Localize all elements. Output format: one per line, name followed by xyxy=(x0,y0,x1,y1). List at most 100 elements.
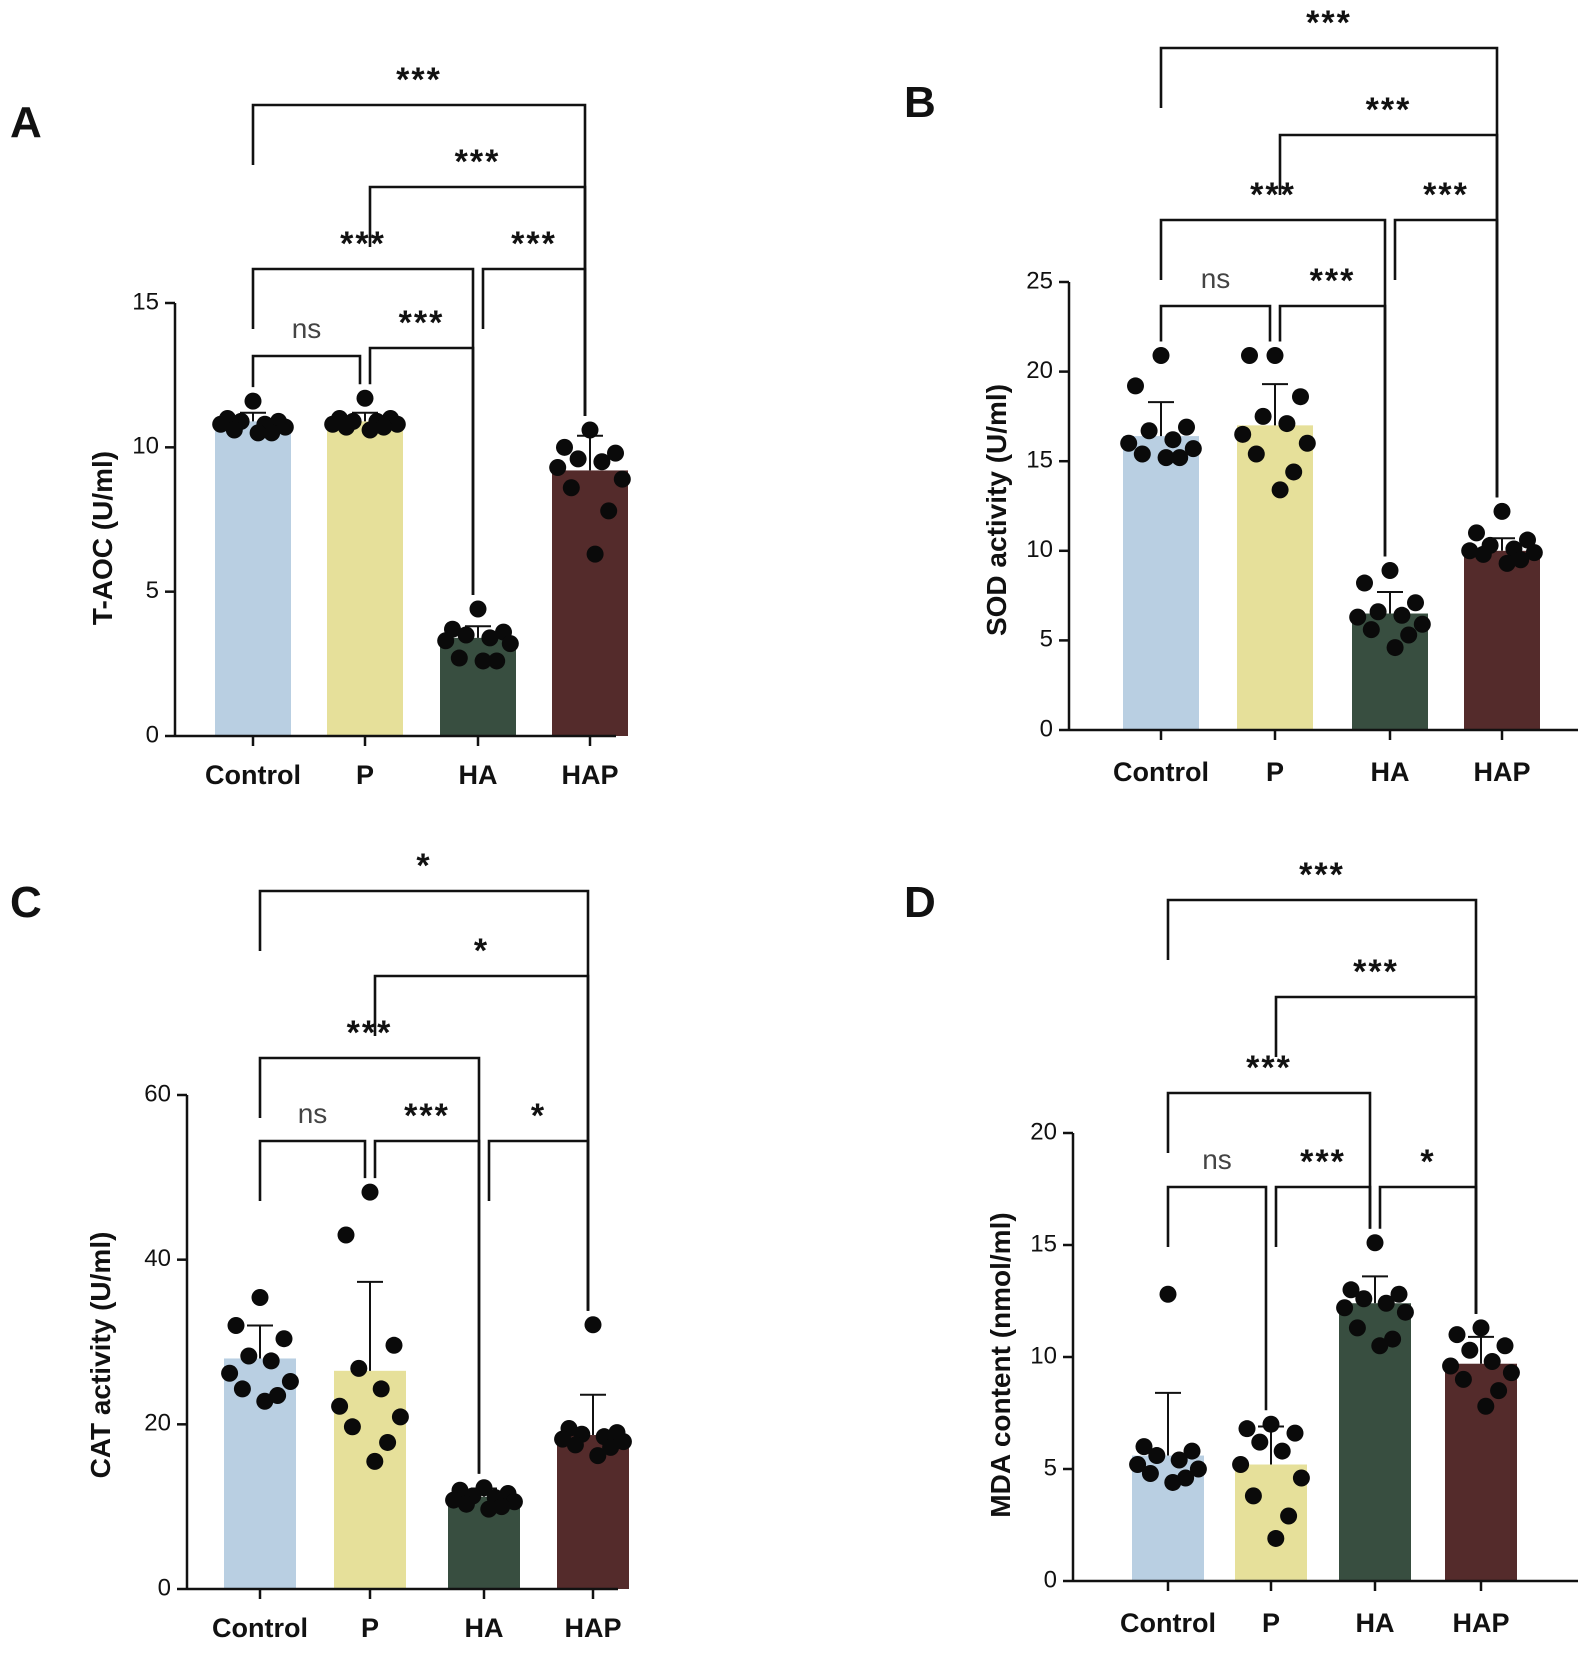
significance-label-d-0-3: *** xyxy=(1299,856,1345,894)
data-point-c-ha xyxy=(505,1493,523,1511)
data-point-b-hap xyxy=(1474,545,1492,563)
significance-label-c-0-2: *** xyxy=(347,1014,393,1052)
data-point-a-ha xyxy=(469,600,487,618)
data-point-d-p xyxy=(1273,1442,1291,1460)
bracket-b-2-3 xyxy=(1393,218,1499,498)
significance-label-a-0-3: *** xyxy=(396,61,442,99)
bar-a-ha xyxy=(440,637,516,736)
bracket-c-0-2 xyxy=(258,1056,481,1474)
y-tick-label-d: 5 xyxy=(1044,1454,1057,1481)
y-axis-label-b: SOD activity (U/ml) xyxy=(981,384,1012,636)
data-point-b-ha xyxy=(1400,626,1418,644)
bar-a-control xyxy=(215,421,291,736)
x-tick-label-d-ha: HA xyxy=(1356,1608,1395,1638)
data-point-a-p xyxy=(356,389,374,407)
data-point-a-control xyxy=(225,421,243,439)
data-point-d-ha xyxy=(1366,1234,1384,1252)
data-point-d-control xyxy=(1164,1473,1182,1491)
y-tick-label-b: 0 xyxy=(1040,715,1053,742)
data-point-a-p xyxy=(375,418,393,436)
data-point-c-hap xyxy=(554,1430,572,1448)
axes-a: 0 5 10 15 Control P HA HAP xyxy=(132,288,618,790)
data-point-b-p xyxy=(1254,407,1272,425)
data-point-d-hap xyxy=(1477,1397,1495,1415)
data-point-b-p xyxy=(1247,445,1265,463)
significance-label-d-0-2: *** xyxy=(1246,1049,1292,1087)
data-point-a-p xyxy=(388,415,406,433)
axes-c: 0 20 40 60 Control P HA HAP xyxy=(144,1080,621,1643)
bracket-c-1-3 xyxy=(373,974,590,1311)
data-point-b-control xyxy=(1120,434,1138,452)
x-tick-label-b-control: Control xyxy=(1113,757,1209,787)
data-point-a-hap xyxy=(556,438,573,456)
y-tick-label-c: 0 xyxy=(158,1574,171,1601)
error-bar-b-p xyxy=(1262,383,1288,426)
data-point-d-control xyxy=(1135,1438,1153,1456)
data-point-d-p xyxy=(1292,1469,1310,1487)
error-bars-c xyxy=(247,1280,606,1497)
data-point-b-ha xyxy=(1386,639,1404,657)
data-point-d-hap xyxy=(1472,1319,1490,1337)
significance-label-c-0-3: * xyxy=(416,847,431,885)
data-point-d-p xyxy=(1244,1487,1262,1505)
data-point-c-ha xyxy=(457,1495,475,1513)
error-bar-b-ha xyxy=(1377,591,1403,614)
x-tick-label-c-p: P xyxy=(361,1613,379,1643)
data-point-c-p xyxy=(391,1408,409,1426)
data-point-c-control xyxy=(251,1289,269,1307)
data-point-d-p xyxy=(1251,1433,1269,1451)
x-tick-label-c-ha: HA xyxy=(465,1613,504,1643)
data-point-c-control xyxy=(269,1387,287,1405)
y-axis-title-a: T-AOC (U/ml) xyxy=(87,451,118,625)
data-point-b-control xyxy=(1178,418,1195,436)
y-axis-label-a: T-AOC (U/ml) xyxy=(87,451,118,625)
points-d xyxy=(1129,1234,1520,1547)
error-bars-a xyxy=(240,411,603,638)
data-point-c-ha xyxy=(480,1500,498,1518)
data-point-c-p xyxy=(385,1336,403,1354)
data-point-d-ha xyxy=(1390,1285,1408,1303)
bracket-a-2-3 xyxy=(481,267,587,417)
data-point-c-p xyxy=(361,1183,379,1201)
y-axis-label-c: CAT activity (U/ml) xyxy=(85,1232,116,1479)
data-point-b-p xyxy=(1271,481,1289,499)
data-point-d-p xyxy=(1232,1456,1250,1474)
x-tick-label-a-hap: HAP xyxy=(561,760,618,790)
data-point-a-p xyxy=(337,418,355,436)
significance-label-c-1-2: *** xyxy=(404,1097,450,1135)
data-point-c-control xyxy=(240,1347,258,1365)
data-point-b-control xyxy=(1157,449,1175,467)
significance-brackets-a: ns *** *** *** *** *** xyxy=(251,61,587,595)
data-point-c-control xyxy=(275,1330,293,1348)
x-tick-label-a-ha: HA xyxy=(459,760,498,790)
bracket-d-0-2 xyxy=(1166,1091,1372,1229)
data-point-d-ha xyxy=(1348,1319,1366,1337)
data-point-d-p xyxy=(1262,1415,1280,1433)
points-a xyxy=(212,389,631,670)
data-point-a-ha xyxy=(450,649,468,667)
data-point-b-hap xyxy=(1498,554,1516,572)
data-point-d-control xyxy=(1189,1460,1207,1478)
data-point-c-p xyxy=(343,1418,361,1436)
panel-c: C CAT activity (U/ml) 0 20 40 60 Control P HA H… xyxy=(10,847,632,1643)
x-tick-label-c-control: Control xyxy=(212,1613,308,1643)
data-point-d-hap xyxy=(1454,1370,1472,1388)
data-point-a-control xyxy=(212,415,230,433)
data-point-c-hap xyxy=(602,1438,620,1456)
significance-label-d-1-3: *** xyxy=(1353,953,1399,991)
data-point-b-control xyxy=(1164,431,1182,449)
data-point-a-ha xyxy=(457,626,475,644)
significance-label-b-1-2: *** xyxy=(1310,262,1356,300)
axes-b: 0 5 10 15 20 25 Control P HA HAP xyxy=(1026,267,1578,787)
data-point-d-control xyxy=(1170,1451,1188,1469)
bar-d-hap xyxy=(1445,1363,1517,1581)
data-point-a-control xyxy=(244,392,262,410)
data-point-d-ha xyxy=(1396,1303,1414,1321)
panel-a: A T-AOC (U/ml) 0 5 10 15 Control P HA HAP ns *** *… xyxy=(10,61,631,790)
data-point-a-hap xyxy=(586,545,604,563)
data-point-c-hap xyxy=(566,1436,584,1454)
data-point-b-ha xyxy=(1413,615,1431,633)
x-tick-label-d-control: Control xyxy=(1120,1608,1216,1638)
bracket-a-0-2 xyxy=(251,267,475,595)
